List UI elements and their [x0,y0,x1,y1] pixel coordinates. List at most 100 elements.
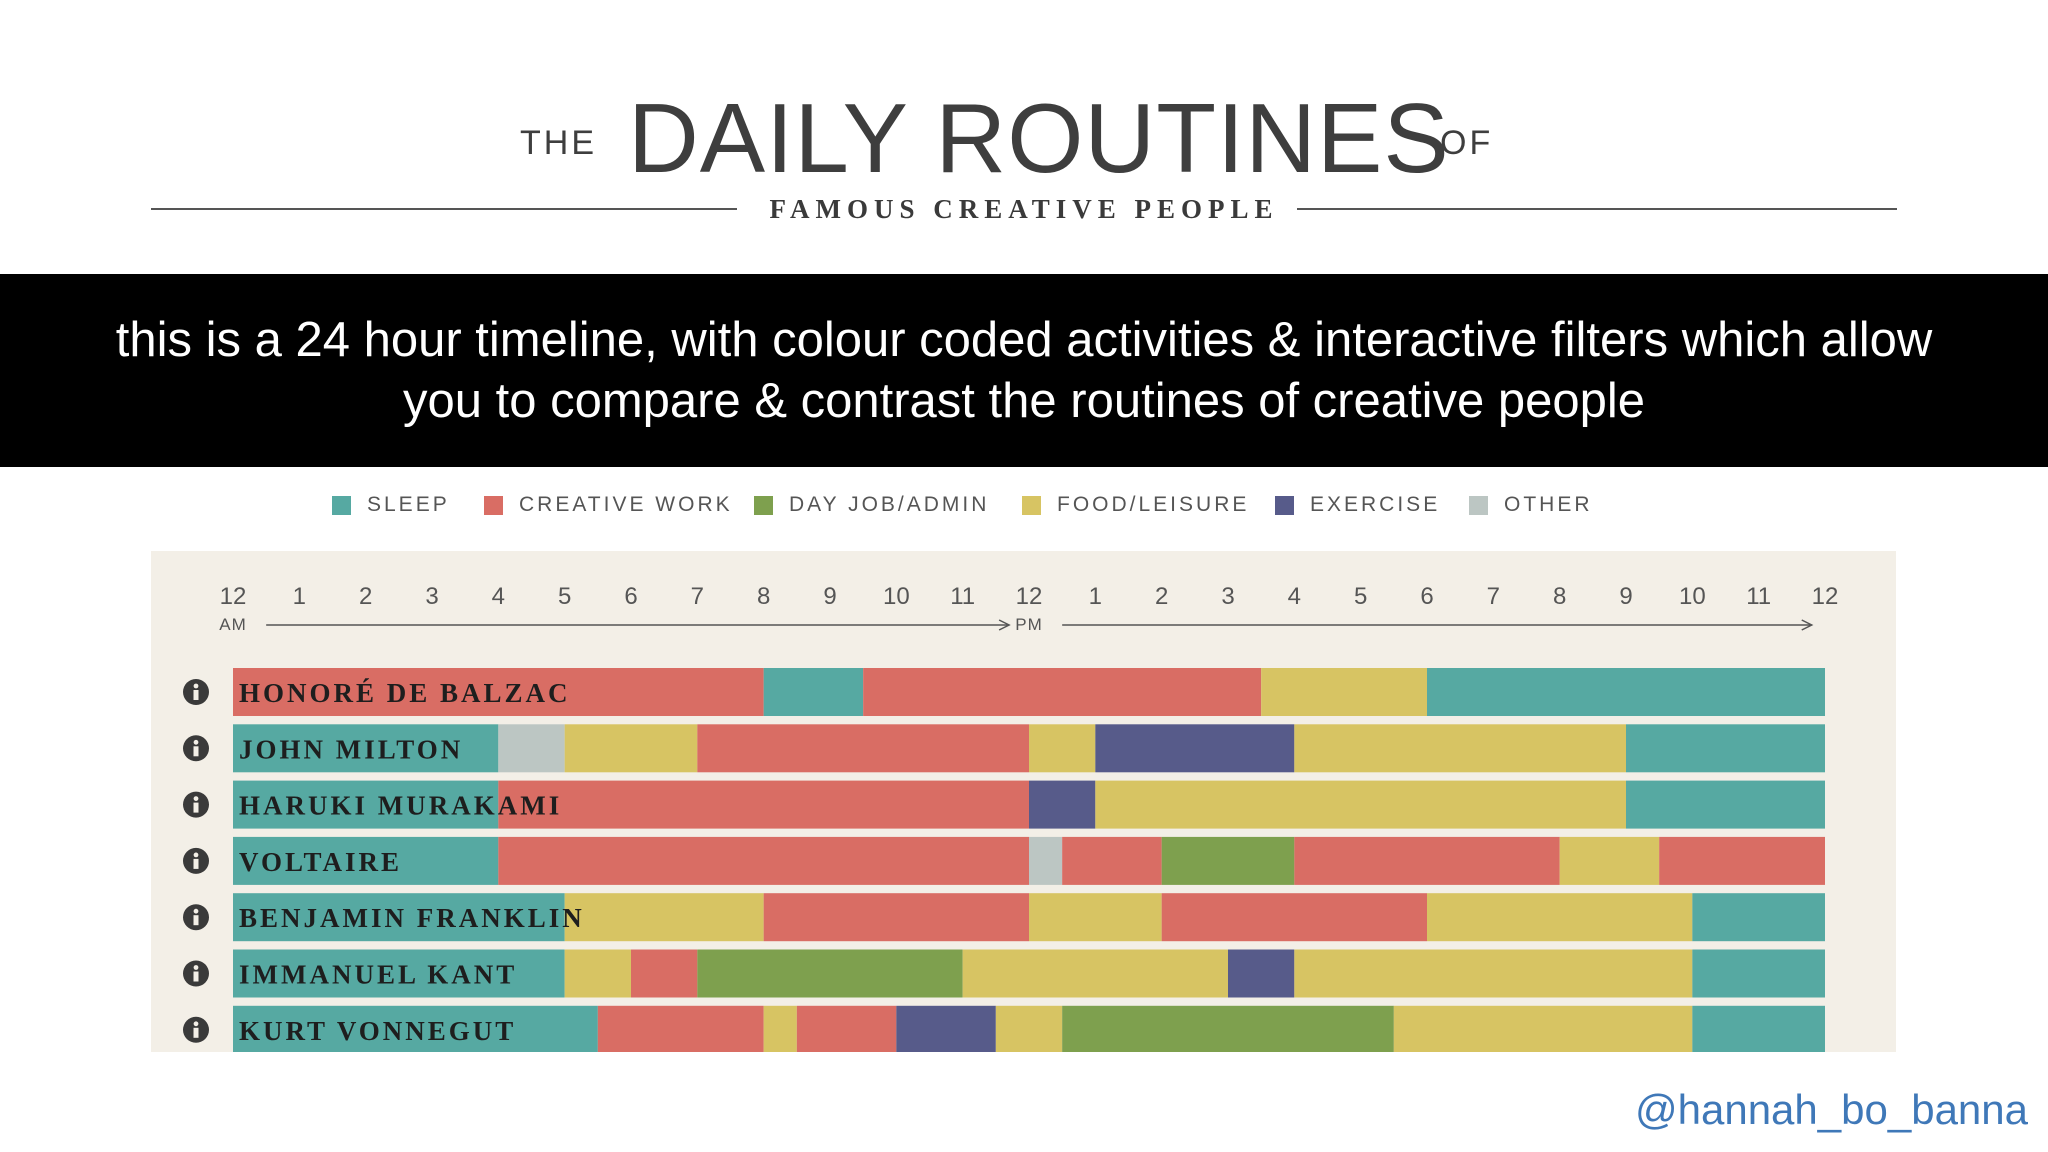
segment-creative [1062,836,1162,885]
segment-food [1029,724,1096,773]
segment-creative [631,949,698,998]
hour-tick-label: 2 [1155,583,1168,610]
chart-legend: SLEEP CREATIVE WORK DAY JOB/ADMIN FOOD/LEIS… [0,493,2048,523]
segment-creative [796,1005,897,1052]
caption-banner: this is a 24 hour timeline, with colour … [0,274,2048,467]
legend-label-dayjob: DAY JOB/ADMIN [789,493,990,516]
hour-tick-label: 7 [1487,583,1500,610]
legend-label-other: OTHER [1504,493,1593,516]
segment-food [1559,836,1660,885]
segment-food [564,724,698,773]
segment-exercise [896,1005,996,1052]
am-arrow-head [998,619,1011,631]
segment-creative [697,724,1029,773]
segment-sleep [1692,1005,1825,1052]
legend-label-sleep: SLEEP [367,493,450,516]
segment-dayjob [1062,1005,1394,1052]
info-icon[interactable] [183,791,209,818]
segment-other [498,724,565,773]
legend-item-sleep[interactable]: SLEEP [332,493,450,517]
legend-item-food[interactable]: FOOD/LEISURE [1022,493,1249,517]
hour-tick-label: 1 [1089,583,1102,610]
info-icon[interactable] [183,1016,209,1043]
segment-sleep [1626,780,1825,829]
segment-sleep [233,893,565,942]
info-icon[interactable] [183,904,209,931]
caption-line-2: you to compare & contrast the routines o… [402,373,1646,428]
segment-food [962,949,1228,998]
hour-tick-label: 10 [1679,583,1706,610]
segment-sleep [233,836,499,885]
title-the: THE [520,124,597,162]
legend-item-dayjob[interactable]: DAY JOB/ADMIN [754,493,989,517]
segment-creative [233,668,764,716]
segment-exercise [1029,780,1096,829]
segment-food [1029,893,1162,942]
hour-tick-label: 3 [425,583,438,610]
hour-tick-label: 9 [823,583,836,610]
legend-item-creative[interactable]: CREATIVE WORK [484,493,733,517]
person-name: JOHN MILTON [239,734,463,764]
segment-food [1294,949,1693,998]
info-icon[interactable] [183,847,209,874]
segment-sleep [233,780,499,829]
segment-sleep [233,949,565,998]
segment-food [763,1005,797,1052]
segment-sleep [1626,724,1825,773]
segment-food [995,1005,1063,1052]
segment-dayjob [697,949,963,998]
legend-swatch-exercise [1275,495,1294,515]
legend-swatch-sleep [332,495,351,515]
legend-item-other[interactable]: OTHER [1469,493,1593,517]
segment-creative [1294,836,1560,885]
segment-food [564,949,631,998]
segment-dayjob [1161,836,1295,885]
segment-exercise [1228,949,1295,998]
segment-creative [1161,893,1427,942]
segment-food [1294,724,1626,773]
segment-creative [763,893,1029,942]
person-name: BENJAMIN FRANKLIN [239,903,585,933]
hour-tick-label: 4 [492,583,505,610]
hour-tick-label: 8 [1553,583,1566,610]
segment-food [1261,668,1427,716]
segment-exercise [1095,724,1295,773]
chart-panel: 12 1 2 3 4 5 6 7 8 9 10 11 12 1 2 3 4 5 6 7 8 9 10 11 12 AM PM HONO… [151,551,1896,1052]
legend-label-exercise: EXERCISE [1310,493,1441,516]
segment-food [564,893,764,942]
hour-tick-label: 5 [1354,583,1367,610]
hour-tick-label: 11 [950,583,975,610]
legend-swatch-creative [484,495,503,515]
person-name: KURT VONNEGUT [239,1016,516,1046]
person-name: HONORÉ DE BALZAC [239,678,571,708]
legend-swatch-other [1469,495,1488,515]
info-icon[interactable] [183,679,209,705]
divider-left [151,208,737,210]
segment-sleep [233,1005,598,1052]
segment-food [1427,893,1693,942]
hour-tick-label: 9 [1619,583,1632,610]
info-icon[interactable] [183,960,209,987]
info-icon[interactable] [183,735,209,762]
segment-creative [1659,836,1825,885]
hour-tick-label: 7 [691,583,704,610]
hour-tick-label: 12 [1812,583,1839,610]
hour-tick-label: 1 [293,583,306,610]
legend-item-exercise[interactable]: EXERCISE [1275,493,1440,517]
hour-tick-label: 12 [1016,583,1043,610]
title-of: OF [1440,124,1494,162]
page-subtitle: FAMOUS CREATIVE PEOPLE [0,194,2048,225]
legend-label-food: FOOD/LEISURE [1057,493,1250,516]
hour-tick-label: 2 [359,583,372,610]
person-name: VOLTAIRE [239,847,402,877]
hour-tick-label: 12 [220,583,247,610]
hour-tick-label: 6 [624,583,637,610]
page-title: DAILY ROUTINES [628,83,1450,193]
segment-creative [498,836,1029,885]
hour-tick-label: 4 [1288,583,1301,610]
author-handle: @hannah_bo_banna [1634,1086,2028,1133]
hour-tick-label: 10 [883,583,910,610]
hour-tick-label: 5 [558,583,571,610]
divider-right [1272,208,1897,210]
